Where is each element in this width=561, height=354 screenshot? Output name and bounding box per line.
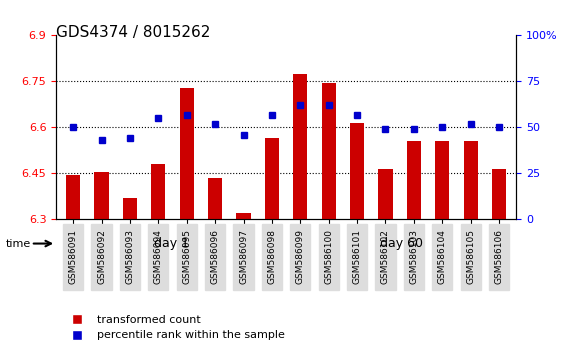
Bar: [350, 123, 364, 219]
Bar: [379, 169, 393, 219]
Bar: [180, 87, 194, 219]
Bar: [407, 141, 421, 219]
Bar: [236, 213, 251, 219]
Text: time: time: [6, 239, 31, 249]
Bar: [463, 141, 478, 219]
Bar: [151, 164, 165, 219]
Legend: transformed count, percentile rank within the sample: transformed count, percentile rank withi…: [62, 310, 289, 345]
Bar: [94, 172, 109, 219]
Bar: [66, 175, 80, 219]
Bar: [492, 169, 506, 219]
Bar: [123, 198, 137, 219]
Bar: [293, 74, 307, 219]
Bar: [321, 83, 336, 219]
Bar: [208, 178, 222, 219]
Text: day 1: day 1: [154, 237, 188, 250]
Text: GDS4374 / 8015262: GDS4374 / 8015262: [56, 25, 210, 40]
Bar: [265, 138, 279, 219]
Text: day 60: day 60: [380, 237, 422, 250]
Bar: [435, 141, 449, 219]
